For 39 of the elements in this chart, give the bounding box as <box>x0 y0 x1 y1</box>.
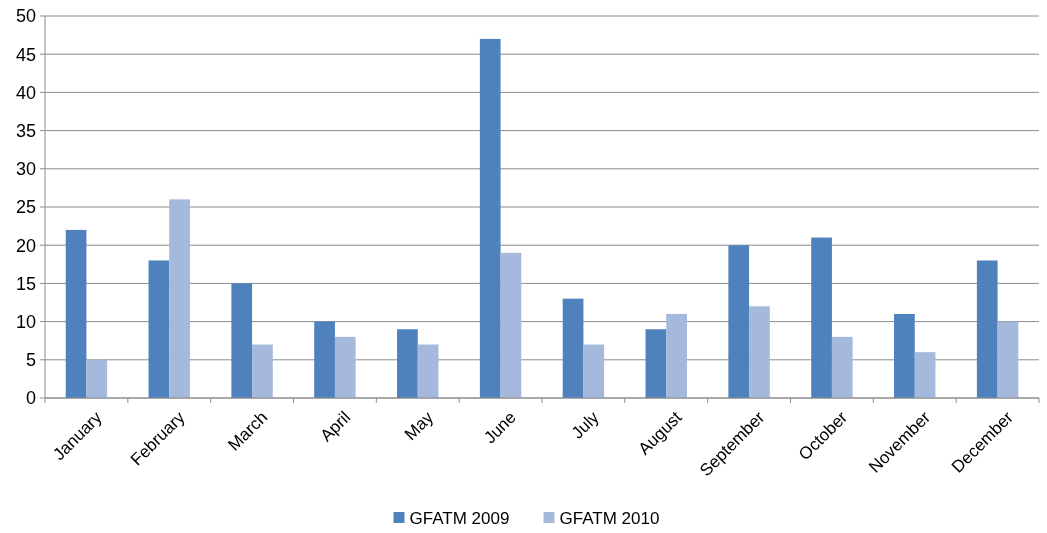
y-tick-label: 35 <box>15 120 36 141</box>
y-tick-label: 15 <box>15 273 36 294</box>
bar <box>479 38 501 398</box>
bar <box>666 313 687 398</box>
bar <box>976 260 998 398</box>
bar <box>252 344 273 398</box>
y-tick-label: 30 <box>15 159 36 180</box>
y-tick-label: 0 <box>25 388 36 409</box>
bar <box>148 260 170 398</box>
y-tick-label: 10 <box>15 311 36 332</box>
bar <box>728 245 750 398</box>
bar <box>749 306 770 398</box>
bar <box>314 321 335 398</box>
legend-label: GFATM 2010 <box>559 508 660 528</box>
x-tick-label: May <box>400 407 438 444</box>
bar <box>86 359 108 398</box>
legend-label: GFATM 2009 <box>409 508 510 528</box>
bar <box>914 352 936 398</box>
bar <box>334 336 356 398</box>
bar <box>417 344 439 398</box>
bar <box>997 321 1019 398</box>
x-tick-label: July <box>567 407 604 443</box>
bar <box>894 313 915 398</box>
y-tick-label: 20 <box>15 235 36 256</box>
bar <box>231 283 253 398</box>
y-tick-label: 25 <box>15 197 36 218</box>
bar <box>562 298 584 398</box>
bar <box>65 229 87 398</box>
bar <box>169 199 190 398</box>
bar <box>583 344 605 398</box>
bar <box>811 237 832 398</box>
bar <box>645 329 667 398</box>
y-tick-label: 5 <box>25 350 36 371</box>
y-tick-label: 50 <box>15 6 36 27</box>
bar <box>397 329 418 398</box>
y-tick-label: 40 <box>15 82 36 103</box>
y-tick-label: 45 <box>15 44 36 65</box>
bar <box>500 252 522 398</box>
bar <box>831 336 853 398</box>
